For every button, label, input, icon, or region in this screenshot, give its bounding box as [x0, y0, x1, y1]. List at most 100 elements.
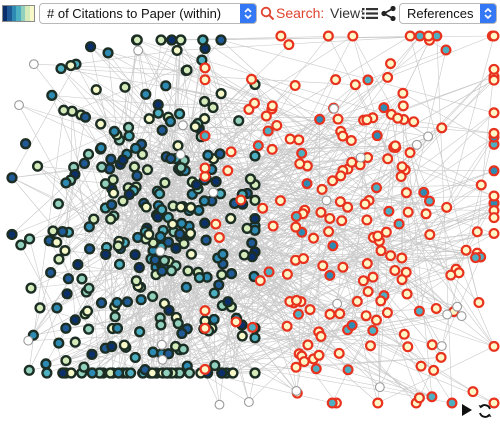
paper-node[interactable] [217, 369, 226, 378]
paper-node[interactable] [61, 324, 70, 333]
paper-node[interactable] [133, 36, 142, 45]
paper-node[interactable] [324, 32, 333, 41]
paper-node[interactable] [377, 246, 386, 255]
paper-node[interactable] [303, 179, 312, 188]
citation-network-graph[interactable] [0, 28, 500, 429]
paper-node[interactable] [52, 238, 61, 247]
paper-node[interactable] [217, 89, 226, 98]
paper-node[interactable] [477, 181, 486, 190]
paper-node[interactable] [183, 66, 192, 75]
paper-node[interactable] [177, 329, 186, 338]
paper-node[interactable] [16, 241, 25, 250]
paper-node[interactable] [335, 309, 344, 318]
paper-node[interactable] [210, 289, 219, 298]
paper-node[interactable] [448, 399, 457, 408]
paper-node[interactable] [406, 148, 415, 157]
paper-node[interactable] [63, 289, 72, 298]
paper-node[interactable] [251, 196, 260, 205]
paper-node[interactable] [356, 153, 365, 162]
paper-node[interactable] [8, 230, 17, 239]
paper-node[interactable] [66, 61, 75, 70]
paper-node[interactable] [42, 369, 51, 378]
paper-node[interactable] [97, 143, 106, 152]
paper-node[interactable] [379, 103, 388, 112]
paper-node[interactable] [317, 208, 326, 217]
paper-node[interactable] [328, 241, 337, 250]
paper-node[interactable] [490, 229, 499, 238]
paper-node[interactable] [149, 348, 158, 357]
paper-node[interactable] [251, 214, 260, 223]
paper-node[interactable] [47, 91, 56, 100]
paper-node[interactable] [375, 383, 384, 392]
paper-node[interactable] [201, 324, 210, 333]
paper-node[interactable] [400, 330, 409, 339]
paper-node[interactable] [71, 338, 80, 347]
paper-node[interactable] [324, 227, 333, 236]
paper-node[interactable] [399, 101, 408, 110]
paper-node[interactable] [227, 269, 236, 278]
paper-node[interactable] [490, 108, 499, 117]
paper-node[interactable] [210, 315, 219, 324]
paper-node[interactable] [262, 112, 271, 121]
paper-node[interactable] [264, 127, 273, 136]
paper-node[interactable] [161, 81, 170, 90]
paper-node[interactable] [111, 312, 120, 321]
paper-node[interactable] [21, 139, 30, 148]
paper-node[interactable] [177, 219, 186, 228]
paper-node[interactable] [373, 399, 382, 408]
paper-node[interactable] [291, 81, 300, 90]
paper-node[interactable] [372, 183, 381, 192]
paper-node[interactable] [386, 251, 395, 260]
paper-node[interactable] [348, 321, 357, 330]
paper-node[interactable] [376, 297, 385, 306]
paper-node[interactable] [25, 366, 34, 375]
paper-node[interactable] [33, 162, 42, 171]
paper-node[interactable] [424, 32, 433, 41]
paper-node[interactable] [71, 316, 80, 325]
paper-node[interactable] [330, 104, 339, 113]
paper-node[interactable] [361, 200, 370, 209]
paper-node[interactable] [106, 155, 115, 164]
paper-node[interactable] [157, 36, 166, 45]
paper-node[interactable] [415, 307, 424, 316]
paper-node[interactable] [151, 256, 160, 265]
paper-node[interactable] [215, 233, 224, 242]
paper-node[interactable] [224, 297, 233, 306]
paper-node[interactable] [218, 250, 227, 259]
view-select[interactable]: References [399, 3, 497, 24]
paper-node[interactable] [469, 387, 478, 396]
paper-node[interactable] [428, 392, 437, 401]
paper-node[interactable] [251, 333, 260, 342]
paper-node[interactable] [113, 324, 122, 333]
paper-node[interactable] [284, 40, 293, 49]
paper-node[interactable] [62, 179, 71, 188]
paper-node[interactable] [166, 117, 175, 126]
paper-node[interactable] [223, 166, 232, 175]
paper-node[interactable] [217, 270, 226, 279]
paper-node[interactable] [158, 267, 167, 276]
paper-node[interactable] [85, 284, 94, 293]
paper-node[interactable] [383, 154, 392, 163]
paper-node[interactable] [306, 305, 315, 314]
paper-node[interactable] [78, 275, 87, 284]
paper-node[interactable] [490, 129, 499, 138]
paper-node[interactable] [315, 351, 324, 360]
paper-node[interactable] [131, 250, 140, 259]
paper-node[interactable] [106, 215, 115, 224]
paper-node[interactable] [351, 80, 360, 89]
paper-node[interactable] [359, 276, 368, 285]
paper-node[interactable] [318, 185, 327, 194]
paper-node[interactable] [198, 36, 207, 45]
paper-node[interactable] [292, 212, 301, 221]
paper-node[interactable] [155, 189, 164, 198]
paper-node[interactable] [86, 42, 95, 51]
paper-node[interactable] [277, 32, 286, 41]
paper-node[interactable] [125, 190, 134, 199]
paper-node[interactable] [490, 213, 499, 222]
paper-node[interactable] [390, 266, 399, 275]
paper-node[interactable] [300, 357, 309, 366]
paper-node[interactable] [490, 76, 499, 85]
paper-node[interactable] [59, 106, 68, 115]
paper-node[interactable] [179, 345, 188, 354]
paper-node[interactable] [328, 176, 337, 185]
